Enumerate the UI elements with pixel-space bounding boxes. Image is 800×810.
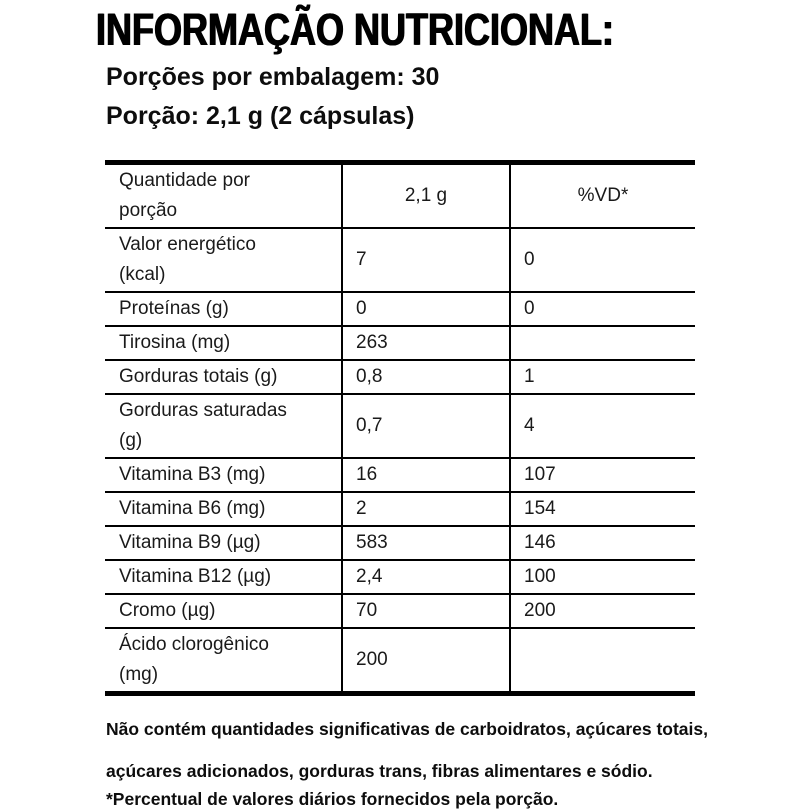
column-header-quantity-label: Quantidade por porção bbox=[119, 170, 250, 221]
nutrient-label: Vitamina B9 (µg) bbox=[119, 532, 261, 553]
nutrient-row: Proteínas (g) 0 0 bbox=[105, 292, 695, 327]
nutrition-table: Quantidade por porção 2,1 g %VD* Valor e… bbox=[105, 160, 695, 696]
serving-size: Porção: 2,1 g (2 cápsulas) bbox=[106, 102, 415, 130]
nutrient-label: Valor energético (kcal) bbox=[119, 234, 256, 285]
nutrient-name-cell: Valor energético (kcal) bbox=[105, 228, 342, 293]
nutrient-label: Ácido clorogênico (mg) bbox=[119, 634, 269, 685]
nutrient-row: Cromo (µg) 70 200 bbox=[105, 594, 695, 629]
nutrient-row: Vitamina B3 (mg) 16 107 bbox=[105, 458, 695, 493]
table-header-row: Quantidade por porção 2,1 g %VD* bbox=[105, 162, 695, 229]
amount-cell: 7 bbox=[341, 228, 510, 293]
amount-cell: 16 bbox=[341, 458, 510, 493]
column-header-percent-dv: %VD* bbox=[509, 162, 695, 229]
percent-dv-cell: 100 bbox=[509, 560, 695, 595]
amount-cell: 200 bbox=[341, 628, 510, 695]
percent-dv-cell: 146 bbox=[509, 526, 695, 561]
nutrient-label: Cromo (µg) bbox=[119, 600, 216, 621]
daily-values-footnote: *Percentual de valores diários fornecido… bbox=[106, 789, 559, 809]
nutrient-name-cell: Vitamina B6 (mg) bbox=[105, 492, 342, 527]
amount-cell: 0,8 bbox=[341, 360, 510, 395]
nutrient-name-cell: Proteínas (g) bbox=[105, 292, 342, 327]
nutrient-name-cell: Tirosina (mg) bbox=[105, 326, 342, 361]
nutrient-name-cell: Ácido clorogênico (mg) bbox=[105, 628, 342, 695]
percent-dv-cell: 0 bbox=[509, 228, 695, 293]
amount-cell: 2,4 bbox=[341, 560, 510, 595]
nutrient-row: Vitamina B9 (µg) 583 146 bbox=[105, 526, 695, 561]
percent-dv-cell bbox=[509, 628, 695, 695]
nutrient-name-cell: Gorduras totais (g) bbox=[105, 360, 342, 395]
nutrient-label: Vitamina B3 (mg) bbox=[119, 464, 266, 485]
amount-cell: 2 bbox=[341, 492, 510, 527]
nutrient-row: Ácido clorogênico (mg) 200 bbox=[105, 628, 695, 695]
nutrient-label: Vitamina B12 (µg) bbox=[119, 566, 272, 587]
nutrient-row: Gorduras totais (g) 0,8 1 bbox=[105, 360, 695, 395]
nutrient-name-cell: Vitamina B12 (µg) bbox=[105, 560, 342, 595]
nutrient-name-cell: Vitamina B3 (mg) bbox=[105, 458, 342, 493]
percent-dv-cell: 154 bbox=[509, 492, 695, 527]
nutrient-name-cell: Gorduras saturadas (g) bbox=[105, 394, 342, 459]
nutrient-row: Valor energético (kcal) 7 0 bbox=[105, 228, 695, 293]
nutrient-row: Gorduras saturadas (g) 0,7 4 bbox=[105, 394, 695, 459]
amount-cell: 0,7 bbox=[341, 394, 510, 459]
nutrient-name-cell: Cromo (µg) bbox=[105, 594, 342, 629]
nutrient-label: Gorduras saturadas (g) bbox=[119, 400, 287, 451]
percent-dv-cell: 0 bbox=[509, 292, 695, 327]
amount-cell: 0 bbox=[341, 292, 510, 327]
page-title: INFORMAÇÃO NUTRICIONAL: bbox=[96, 4, 614, 55]
nutrient-row: Tirosina (mg) 263 bbox=[105, 326, 695, 361]
percent-dv-cell: 1 bbox=[509, 360, 695, 395]
no-significant-amounts-note: Não contém quantidades significativas de… bbox=[106, 719, 708, 781]
nutrient-label: Gorduras totais (g) bbox=[119, 366, 278, 387]
amount-cell: 263 bbox=[341, 326, 510, 361]
percent-dv-cell: 4 bbox=[509, 394, 695, 459]
percent-dv-cell: 107 bbox=[509, 458, 695, 493]
nutrient-label: Vitamina B6 (mg) bbox=[119, 498, 266, 519]
column-header-quantity-per-serving: Quantidade por porção bbox=[105, 162, 342, 229]
nutrient-label: Proteínas (g) bbox=[119, 298, 229, 319]
nutrient-label: Tirosina (mg) bbox=[119, 332, 231, 353]
column-header-amount: 2,1 g bbox=[341, 162, 510, 229]
percent-dv-cell bbox=[509, 326, 695, 361]
nutrient-row: Vitamina B12 (µg) 2,4 100 bbox=[105, 560, 695, 595]
amount-cell: 583 bbox=[341, 526, 510, 561]
nutrient-name-cell: Vitamina B9 (µg) bbox=[105, 526, 342, 561]
percent-dv-cell: 200 bbox=[509, 594, 695, 629]
amount-cell: 70 bbox=[341, 594, 510, 629]
servings-per-package: Porções por embalagem: 30 bbox=[106, 63, 440, 91]
nutrient-row: Vitamina B6 (mg) 2 154 bbox=[105, 492, 695, 527]
